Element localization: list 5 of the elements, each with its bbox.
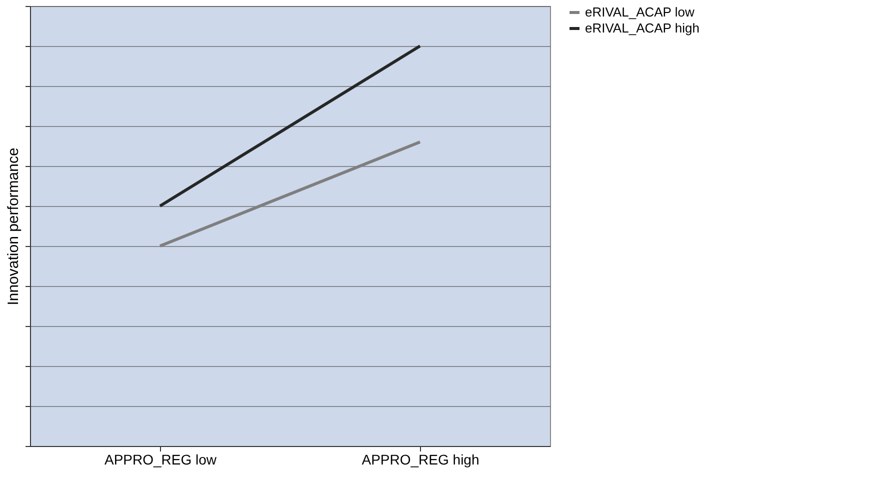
x-tick-label: APPRO_REG high bbox=[362, 452, 480, 468]
x-tick-label: APPRO_REG low bbox=[104, 452, 218, 468]
y-axis-title: Innovation performance bbox=[5, 148, 22, 306]
legend-label: eRIVAL_ACAP high bbox=[585, 20, 700, 36]
legend-label: eRIVAL_ACAP low bbox=[585, 4, 695, 20]
